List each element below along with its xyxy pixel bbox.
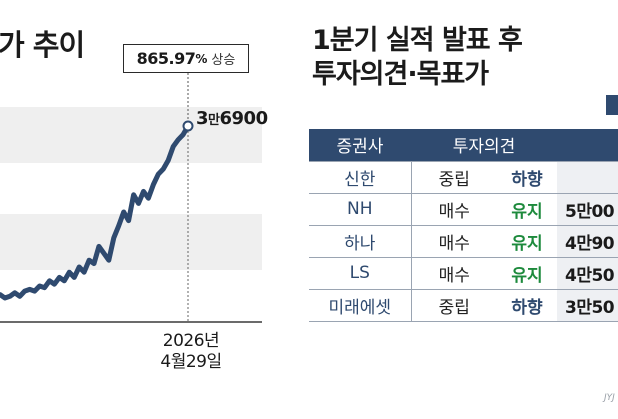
last-price-marker bbox=[182, 120, 194, 132]
target-price: 5만00 bbox=[557, 193, 618, 226]
right-title-line1: 1분기 실적 발표 후 bbox=[312, 25, 523, 56]
header-target bbox=[557, 129, 618, 161]
opinion-change: 유지 bbox=[497, 225, 557, 258]
grid-band bbox=[0, 107, 262, 163]
header-opinion: 투자의견 bbox=[411, 129, 557, 161]
target-price: 4만90 bbox=[557, 225, 618, 258]
firm-name: 하나 bbox=[309, 225, 412, 258]
date-label-year: 2026년 bbox=[162, 331, 220, 351]
firm-name: LS bbox=[309, 257, 412, 290]
opinion-change: 하향 bbox=[497, 160, 557, 194]
price-trend-chart bbox=[0, 73, 262, 323]
right-panel-title: 1분기 실적 발표 후 투자의견·목표가 bbox=[312, 24, 523, 92]
target-price bbox=[557, 160, 618, 194]
grid-band bbox=[0, 214, 262, 270]
unit-marker bbox=[606, 95, 618, 115]
right-title-line2: 투자의견·목표가 bbox=[312, 59, 489, 90]
opinion: 중립 bbox=[411, 160, 497, 194]
opinion: 매수 bbox=[411, 225, 497, 258]
change-percent-sign: % bbox=[195, 51, 208, 66]
credit-mark: JYJ bbox=[604, 393, 615, 403]
chart-background-bands bbox=[0, 107, 262, 270]
price-series-line bbox=[0, 123, 191, 301]
table-row: LS 매수 유지 4만50 bbox=[309, 257, 618, 290]
last-price-unit: 만 bbox=[208, 113, 220, 128]
table-row: NH 매수 유지 5만00 bbox=[309, 193, 618, 226]
opinion-change: 하향 bbox=[497, 289, 557, 322]
last-price-label: 3만6900 bbox=[196, 108, 268, 129]
target-price: 3만50 bbox=[557, 289, 618, 322]
date-label-day: 4월29일 bbox=[160, 352, 222, 372]
change-direction-word: 상승 bbox=[211, 53, 236, 68]
left-chart-title: 가 추이 bbox=[0, 28, 85, 62]
firm-name: NH bbox=[309, 193, 412, 226]
last-price-part2: 6900 bbox=[219, 108, 269, 129]
header-firm: 증권사 bbox=[309, 129, 411, 161]
opinion: 매수 bbox=[411, 193, 497, 226]
opinion: 매수 bbox=[411, 257, 497, 290]
firm-name: 신한 bbox=[309, 160, 412, 194]
table-row: 하나 매수 유지 4만90 bbox=[309, 225, 618, 258]
opinion-change: 유지 bbox=[497, 193, 557, 226]
opinion-change: 유지 bbox=[497, 257, 557, 290]
opinion: 중립 bbox=[411, 289, 497, 322]
table-row: 미래에셋 중립 하향 3만50 bbox=[309, 289, 618, 322]
table-row: 신한 중립 하향 bbox=[309, 160, 618, 194]
target-price: 4만50 bbox=[557, 257, 618, 290]
ratings-table-header: 증권사 투자의견 bbox=[309, 129, 618, 161]
date-label: 2026년 4월29일 bbox=[150, 331, 232, 373]
last-price-part1: 3 bbox=[196, 108, 209, 129]
ratings-table: 증권사 투자의견 신한 중립 하향 NH 매수 유지 5만00 하나 매수 유지… bbox=[309, 129, 618, 322]
firm-name: 미래에셋 bbox=[309, 289, 412, 322]
change-callout-box: 865.97% 상승 bbox=[123, 44, 249, 73]
change-percent-value: 865.97 bbox=[136, 49, 196, 68]
